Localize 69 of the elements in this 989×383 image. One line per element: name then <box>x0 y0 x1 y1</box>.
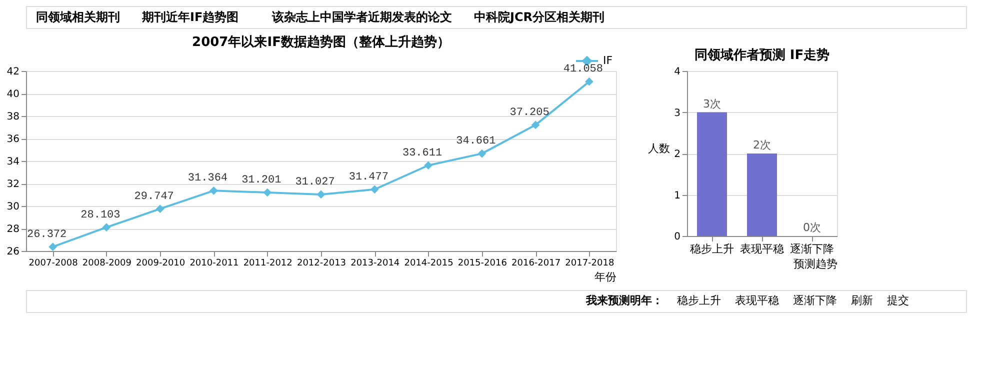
y-tick-label: 36 <box>6 134 20 145</box>
x-tick-label: 逐渐下降 <box>790 242 834 256</box>
data-label: 2次 <box>753 138 771 152</box>
text: 逐渐下降 <box>793 294 837 307</box>
text: 提交 <box>887 294 909 307</box>
y-tick-label: 2 <box>674 149 680 160</box>
data-label: 0次 <box>803 221 821 234</box>
point <box>210 186 218 195</box>
x-tick-label: 2016-2017 <box>512 258 561 268</box>
point <box>263 188 272 197</box>
y-tick-label: 28 <box>6 224 20 235</box>
point <box>478 149 486 158</box>
point <box>531 120 540 130</box>
x-tick-label: 稳步上升 <box>690 242 734 256</box>
x-tick-label: 2017-2018 <box>565 258 614 268</box>
x-tick-label: 2010-2011 <box>190 258 239 268</box>
text: 中科院JCR分区相关期刊 <box>474 10 605 24</box>
legend-label: IF <box>603 54 613 67</box>
y-tick-label: 26 <box>6 246 20 258</box>
point <box>585 77 594 86</box>
data-label: 29.747 <box>134 190 174 203</box>
y-tick-label: 42 <box>6 66 20 78</box>
text: 稳步上升 <box>677 294 721 307</box>
point <box>316 190 326 199</box>
point <box>370 185 379 194</box>
x-tick-label: 2011-2012 <box>243 258 292 268</box>
x-tick-label: 2007-2008 <box>28 258 78 268</box>
x-tick-label: 2015-2016 <box>458 258 508 268</box>
x-axis-title: 预测趋势 <box>794 258 838 270</box>
y-axis-title: 人数 <box>648 142 670 155</box>
data-label: 33.611 <box>402 147 442 160</box>
text: 期刊近年IF趋势图 <box>141 10 239 24</box>
y-tick-label: 4 <box>674 66 680 78</box>
point <box>48 242 57 251</box>
data-label: 37.205 <box>510 106 550 119</box>
chart-title: 同领域作者预测 IF走势 <box>694 47 830 63</box>
y-tick-label: 1 <box>674 190 680 202</box>
data-label: 26.372 <box>27 228 67 241</box>
text: 我来预测明年： <box>585 294 663 307</box>
data-label: 3次 <box>703 97 721 110</box>
text: 表现平稳 <box>735 294 779 307</box>
data-label: 34.661 <box>456 136 496 148</box>
text: 刷新 <box>851 294 873 307</box>
y-tick-label: 32 <box>6 179 20 190</box>
x-tick-label: 表现平稳 <box>740 242 784 256</box>
data-label: 31.027 <box>295 176 335 188</box>
x-axis-title: 年份 <box>594 270 616 284</box>
y-tick-label: 40 <box>6 89 20 100</box>
x-tick-label: 2012-2013 <box>296 258 346 268</box>
point <box>424 161 432 170</box>
point <box>102 223 111 232</box>
data-label: 28.103 <box>80 209 120 222</box>
x-tick-label: 2009-2010 <box>136 258 186 268</box>
data-label: 31.364 <box>188 172 228 185</box>
data-label: 31.201 <box>242 174 282 186</box>
y-tick-label: 3 <box>674 108 680 119</box>
chart-title: 2007年以来IF数据趋势图（整体上升趋势） <box>192 34 450 50</box>
text: 该杂志上中国学者近期发表的论文 <box>271 10 452 24</box>
x-tick-label: 2014-2015 <box>404 258 454 268</box>
y-tick-label: 34 <box>6 156 20 168</box>
data-label: 31.477 <box>348 171 388 184</box>
y-tick-label: 38 <box>6 112 20 122</box>
x-tick-label: 2013-2014 <box>350 258 400 268</box>
x-tick-label: 2008-2009 <box>82 258 132 268</box>
y-tick-label: 30 <box>6 202 20 212</box>
data-label: 41.058 <box>563 64 603 76</box>
text: 同领域相关期刊 <box>36 10 120 24</box>
point <box>156 204 164 214</box>
y-tick-label: 0 <box>674 232 680 242</box>
